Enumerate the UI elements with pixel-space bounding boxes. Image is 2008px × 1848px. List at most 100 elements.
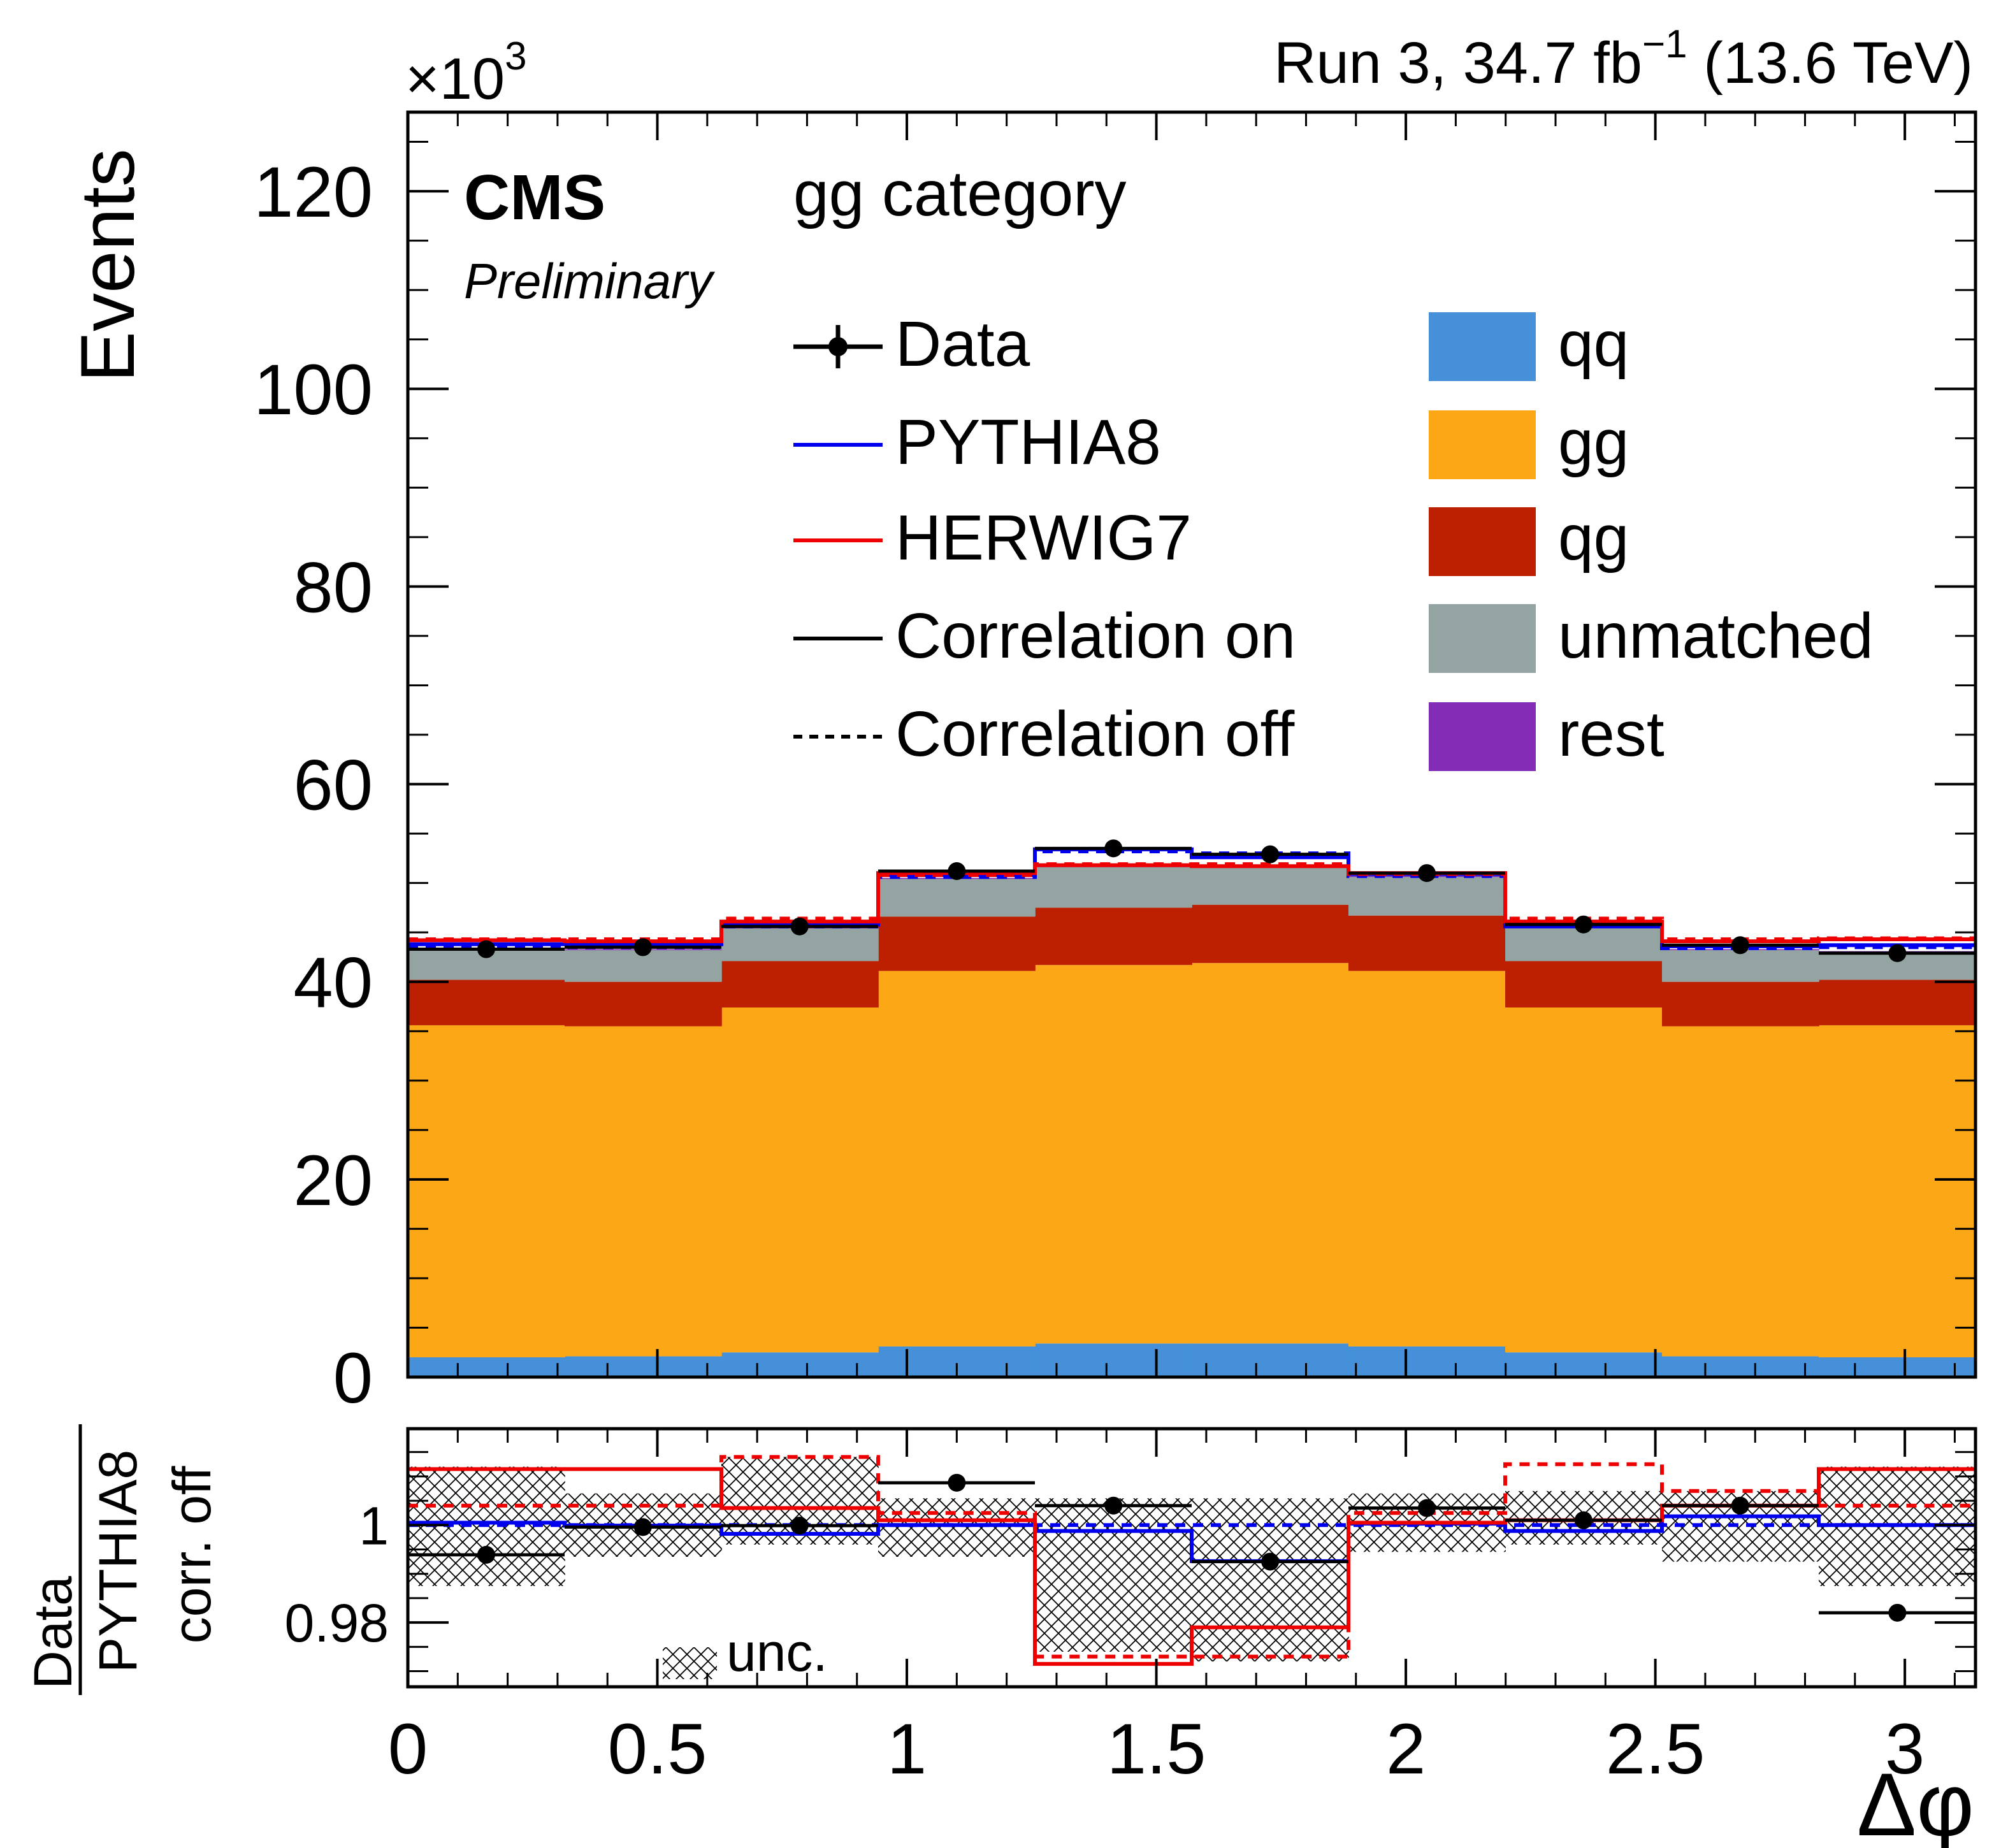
ratio-data-point-5 <box>1104 1496 1123 1515</box>
legend-swatch-unmatched <box>1429 604 1536 673</box>
upper-y-tick-label-4: 60 <box>293 746 373 825</box>
legend-item-unmatched: unmatched <box>1429 600 1874 673</box>
status-label: Preliminary <box>464 253 715 309</box>
legend: Data PYTHIA8 HERWIG7 Correlation on Corr… <box>793 308 1874 771</box>
ratio-axis-ticks: 0 0.5 1 1.5 2 2.5 3 0.98 1 <box>285 1429 1975 1789</box>
stack-bar-qg-5 <box>1035 907 1192 965</box>
stack-bar-gg-7 <box>1348 971 1506 1346</box>
legend-item-gg: gg <box>1429 407 1629 479</box>
legend-item-rest: rest <box>1429 698 1665 771</box>
ratio-y-axis-title: Data PYTHIA8 corr. off <box>23 1424 222 1695</box>
x-tick-label-7: 3 <box>1885 1709 1925 1789</box>
y-multiplier: ×103 <box>405 34 527 112</box>
legend-item-herwig: HERWIG7 <box>793 502 1192 574</box>
stack-bar-qq-3 <box>721 1352 879 1377</box>
stack-bar-qq-10 <box>1818 1357 1975 1377</box>
stack-bar-gg-10 <box>1818 1025 1975 1357</box>
x-tick-label-3: 1 <box>887 1709 927 1789</box>
legend-item-corr-off: Correlation off <box>793 698 1294 770</box>
stack-bar-qg-6 <box>1192 904 1349 964</box>
stack-bar-qq-1 <box>408 1357 565 1377</box>
stack-bar-gg-3 <box>721 1007 879 1353</box>
stack-bar-qg-9 <box>1661 981 1819 1027</box>
unc-band-5 <box>1035 1498 1192 1652</box>
stack-bar-qq-8 <box>1505 1352 1663 1377</box>
stack-bar-qq-5 <box>1035 1343 1192 1377</box>
upper-y-tick-label-1: 0 <box>333 1338 373 1418</box>
ratio-data-point-6 <box>1261 1552 1280 1571</box>
upper-y-axis-title: Events <box>65 148 150 382</box>
x-tick-label-6: 2.5 <box>1606 1709 1705 1789</box>
stack-bar-gg-2 <box>565 1026 722 1357</box>
stack-bar-gg-4 <box>878 971 1036 1346</box>
unc-band-4 <box>878 1498 1036 1557</box>
experiment-label: CMS <box>464 162 605 233</box>
ratio-data-point-1 <box>477 1545 495 1564</box>
upper-y-tick-label-6: 100 <box>254 350 373 430</box>
ratio-data-point-8 <box>1574 1511 1593 1529</box>
model-line-pythia8-correlation-off <box>408 849 1975 950</box>
legend-item-corr-on: Correlation on <box>793 600 1296 672</box>
legend-label-qg: qg <box>1558 502 1629 574</box>
stack-bar-qg-1 <box>408 979 565 1025</box>
legend-label-gg: gg <box>1558 407 1629 478</box>
data-point-6 <box>1261 845 1280 863</box>
x-tick-label-5: 2 <box>1386 1709 1426 1789</box>
ratio-data-point-2 <box>633 1518 652 1536</box>
stack-bar-gg-6 <box>1192 963 1349 1344</box>
legend-item-qq: qq <box>1429 308 1629 381</box>
data-point-4 <box>948 862 966 880</box>
ratio-line-herwig7-corr-off <box>408 1455 1975 1659</box>
stack-bar-unmatched-7 <box>1348 877 1506 916</box>
stack-bar-gg-1 <box>408 1025 565 1357</box>
legend-label-herwig: HERWIG7 <box>895 502 1192 574</box>
legend-label-pythia: PYTHIA8 <box>895 407 1161 478</box>
x-tick-label-1: 0 <box>388 1709 428 1789</box>
ratio-data-point-4 <box>948 1473 966 1492</box>
legend-item-pythia: PYTHIA8 <box>793 407 1161 478</box>
data-point-1 <box>477 940 495 958</box>
stack-bar-unmatched-5 <box>1035 867 1192 908</box>
legend-label-rest: rest <box>1558 698 1665 770</box>
data-point-10 <box>1888 944 1907 962</box>
legend-data-marker <box>828 337 848 356</box>
ratio-data-point-3 <box>790 1517 809 1535</box>
luminosity-label: Run 3, 34.7 fb−1 (13.6 TeV) <box>1274 22 1973 96</box>
legend-label-data: Data <box>895 308 1030 380</box>
upper-y-tick-label-3: 40 <box>293 943 373 1023</box>
upper-panel-frame <box>406 110 1977 1379</box>
stack-bar-gg-8 <box>1505 1007 1663 1353</box>
upper-y-tick-label-5: 80 <box>293 547 373 627</box>
upper-axis-ticks: 0 20 40 60 80 100 120 <box>254 112 1975 1418</box>
legend-label-corr-off: Correlation off <box>895 698 1294 770</box>
ratio-data-point-9 <box>1731 1496 1749 1515</box>
upper-y-tick-label-7: 120 <box>254 152 373 232</box>
data-point-8 <box>1574 915 1593 934</box>
stack-bar-gg-5 <box>1035 965 1192 1344</box>
ratio-y-tick-label-2: 1 <box>359 1496 389 1556</box>
stack-bar-qg-10 <box>1818 979 1975 1025</box>
unc-band-6 <box>1192 1498 1349 1662</box>
legend-item-data: Data <box>793 308 1030 380</box>
ratio-panel-frame <box>406 1427 1977 1689</box>
legend-swatch-qq <box>1429 312 1536 381</box>
data-point-2 <box>633 938 652 956</box>
x-tick-label-4: 1.5 <box>1107 1709 1206 1789</box>
ratio-panel-plot-area <box>408 1455 1975 1666</box>
stack-bar-unmatched-6 <box>1192 866 1349 905</box>
category-label: gg category <box>793 158 1127 229</box>
ratio-data-point-7 <box>1417 1499 1436 1517</box>
stack-bar-unmatched-9 <box>1661 950 1819 982</box>
stack-bar-qg-4 <box>878 916 1036 971</box>
data-point-7 <box>1417 864 1436 883</box>
data-point-9 <box>1731 936 1749 955</box>
stack-bar-qq-6 <box>1192 1343 1349 1377</box>
stack-bar-qg-8 <box>1505 961 1663 1008</box>
legend-swatch-gg <box>1429 410 1536 479</box>
stack-bar-qg-2 <box>565 981 722 1027</box>
legend-swatch-rest <box>1429 702 1536 771</box>
legend-label-unc: unc. <box>726 1622 828 1682</box>
stack-bar-gg-9 <box>1661 1026 1819 1357</box>
legend-label-qq: qq <box>1558 308 1629 380</box>
